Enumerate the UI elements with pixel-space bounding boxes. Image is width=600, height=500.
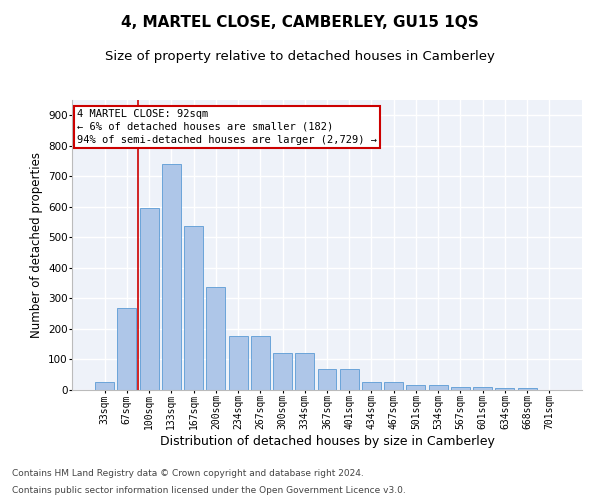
Bar: [273, 354, 292, 390]
Bar: [184, 226, 203, 390]
Text: 4 MARTEL CLOSE: 92sqm
← 6% of detached houses are smaller (182)
94% of semi-deta: 4 MARTEL CLOSE: 92sqm ← 6% of detached h…: [77, 108, 377, 145]
Bar: [95, 382, 114, 390]
Bar: [496, 388, 514, 390]
Bar: [140, 208, 158, 390]
Bar: [229, 336, 248, 390]
Bar: [317, 369, 337, 390]
Text: Size of property relative to detached houses in Camberley: Size of property relative to detached ho…: [105, 50, 495, 63]
Text: Contains HM Land Registry data © Crown copyright and database right 2024.: Contains HM Land Registry data © Crown c…: [12, 468, 364, 477]
Text: Contains public sector information licensed under the Open Government Licence v3: Contains public sector information licen…: [12, 486, 406, 495]
Bar: [451, 387, 470, 390]
Bar: [206, 287, 225, 390]
Bar: [406, 386, 425, 390]
X-axis label: Distribution of detached houses by size in Camberley: Distribution of detached houses by size …: [160, 435, 494, 448]
Bar: [295, 354, 314, 390]
Bar: [384, 382, 403, 390]
Bar: [340, 369, 359, 390]
Bar: [362, 382, 381, 390]
Bar: [118, 308, 136, 390]
Y-axis label: Number of detached properties: Number of detached properties: [29, 152, 43, 338]
Bar: [251, 336, 270, 390]
Text: 4, MARTEL CLOSE, CAMBERLEY, GU15 1QS: 4, MARTEL CLOSE, CAMBERLEY, GU15 1QS: [121, 15, 479, 30]
Bar: [162, 164, 181, 390]
Bar: [429, 386, 448, 390]
Bar: [518, 388, 536, 390]
Bar: [473, 387, 492, 390]
